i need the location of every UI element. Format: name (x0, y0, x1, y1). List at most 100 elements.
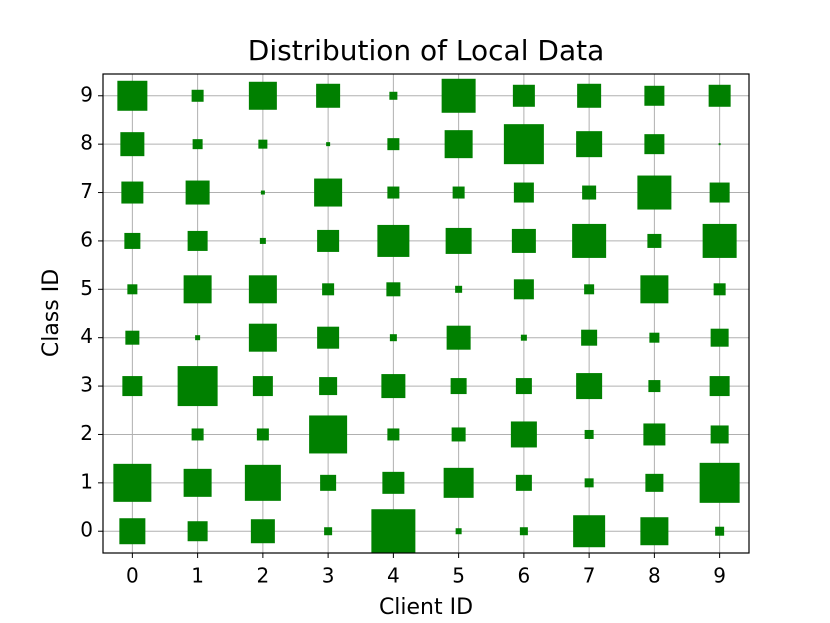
marker (322, 283, 335, 296)
marker (584, 284, 595, 295)
marker (515, 378, 532, 395)
marker (324, 527, 333, 536)
marker (177, 366, 218, 407)
marker (441, 78, 476, 113)
marker (718, 143, 721, 146)
marker (445, 227, 472, 254)
plot-frame (102, 73, 750, 554)
x-axis-label: Client ID (379, 595, 473, 620)
marker (117, 80, 148, 111)
marker (648, 380, 661, 393)
marker (119, 518, 146, 545)
marker (113, 463, 152, 502)
marker (122, 376, 143, 397)
y-tick-label: 4 (80, 324, 93, 348)
y-tick-label: 7 (80, 179, 93, 203)
y-tick-label: 2 (80, 421, 93, 445)
marker (316, 83, 341, 108)
marker (187, 521, 208, 542)
y-tick-label: 9 (80, 82, 93, 106)
marker (258, 139, 268, 149)
marker (708, 84, 731, 107)
marker (183, 468, 212, 497)
x-tick-label: 8 (648, 564, 661, 588)
y-tick-label: 3 (80, 373, 93, 397)
marker (572, 223, 607, 258)
marker (649, 332, 660, 343)
marker (512, 84, 535, 107)
y-tick-label: 1 (80, 469, 93, 493)
marker (256, 428, 269, 441)
marker (576, 373, 603, 400)
marker (582, 185, 597, 200)
marker (320, 474, 337, 491)
marker (645, 473, 664, 492)
marker (248, 81, 277, 110)
marker (503, 124, 544, 165)
marker (185, 180, 210, 205)
marker (248, 323, 277, 352)
marker (121, 181, 144, 204)
marker (191, 89, 204, 102)
marker (120, 132, 145, 157)
marker (317, 326, 340, 349)
marker (710, 425, 729, 444)
marker (710, 328, 729, 347)
marker (326, 142, 331, 147)
marker (248, 275, 277, 304)
marker (576, 131, 603, 158)
marker (387, 138, 400, 151)
marker (250, 519, 275, 544)
x-tick-label: 4 (387, 564, 400, 588)
marker (584, 478, 594, 488)
marker (319, 377, 338, 396)
marker (709, 182, 730, 203)
marker (260, 190, 265, 195)
y-tick-label: 8 (80, 131, 93, 155)
marker (637, 175, 672, 210)
marker (640, 517, 669, 546)
marker (389, 91, 398, 100)
y-axis-label: Class ID (39, 269, 64, 357)
marker (515, 474, 532, 491)
marker (377, 224, 410, 257)
x-tick-label: 5 (452, 564, 465, 588)
marker (513, 279, 534, 300)
marker (513, 182, 534, 203)
x-tick-label: 6 (518, 564, 531, 588)
marker (577, 83, 602, 108)
marker (191, 428, 204, 441)
marker (640, 275, 669, 304)
marker (455, 285, 463, 293)
marker (371, 509, 416, 554)
marker (187, 230, 208, 251)
marker (713, 283, 726, 296)
y-tick-label: 0 (80, 518, 93, 542)
marker (643, 423, 666, 446)
marker (455, 528, 462, 535)
marker (314, 178, 343, 207)
marker (581, 329, 598, 346)
marker (443, 467, 474, 498)
marker (511, 228, 536, 253)
marker (446, 325, 471, 350)
marks (113, 78, 740, 554)
marker (381, 374, 406, 399)
x-tick-label: 2 (257, 564, 270, 588)
marker (715, 526, 725, 536)
marker (125, 330, 140, 345)
marker (259, 237, 266, 244)
marker (389, 334, 397, 342)
marker (127, 284, 138, 295)
chart-title: Distribution of Local Data (248, 34, 604, 67)
marker (573, 515, 606, 548)
marker (450, 378, 467, 395)
marker (644, 134, 665, 155)
marker (317, 229, 340, 252)
marker (382, 471, 405, 494)
marker (309, 415, 348, 454)
marker (452, 186, 465, 199)
marker (520, 334, 527, 341)
marker (699, 462, 740, 503)
marker (387, 186, 400, 199)
